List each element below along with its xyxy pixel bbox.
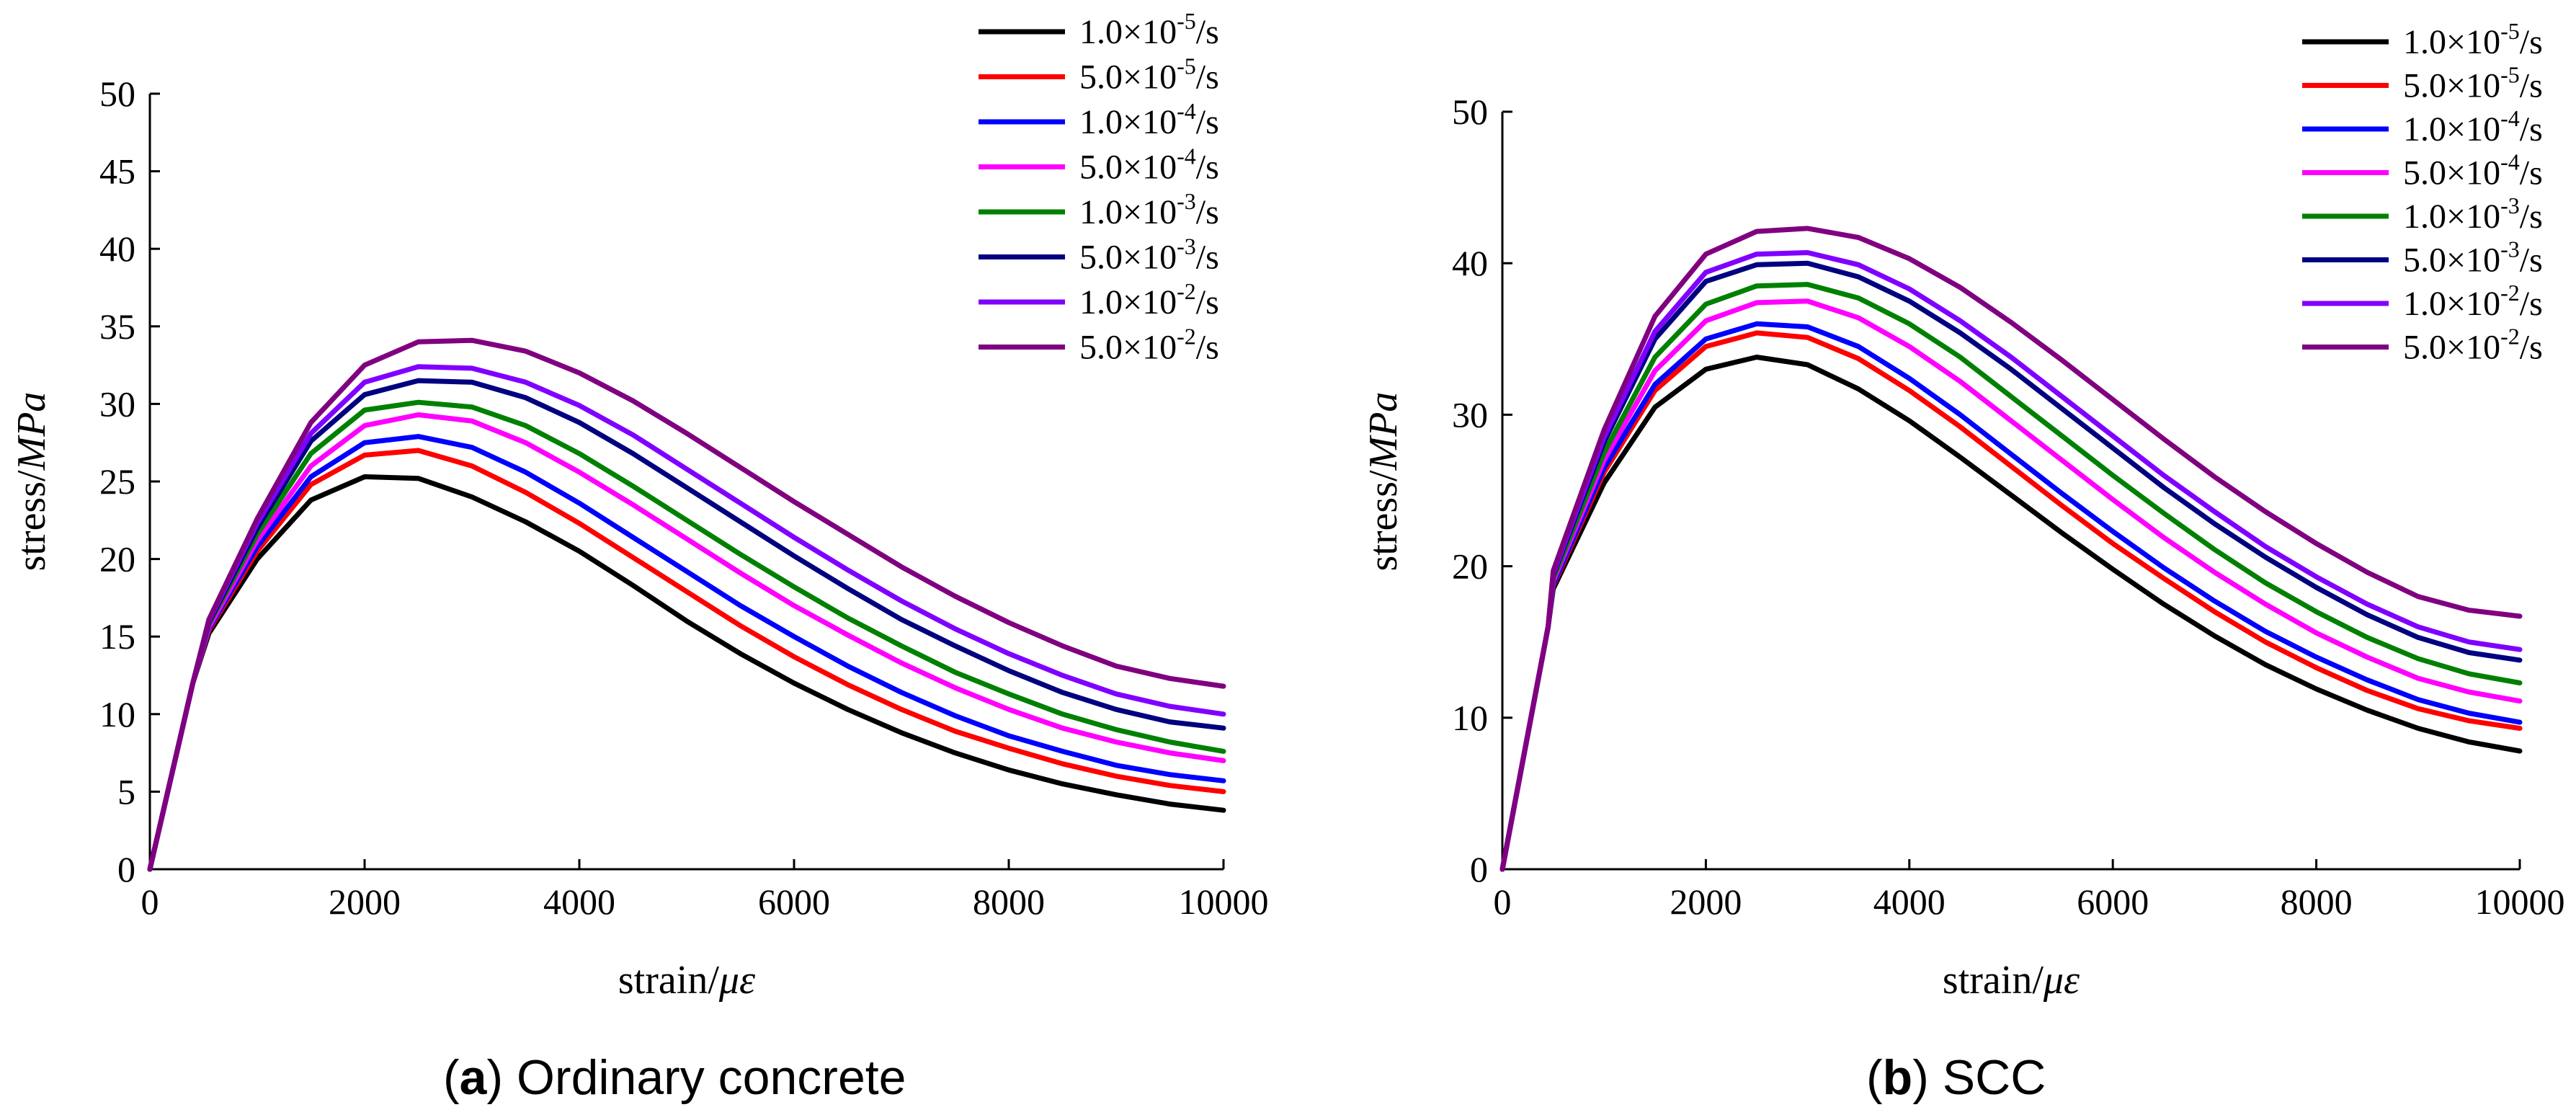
legend-entry: 1.0×10-5/s: [1079, 8, 1219, 51]
y-tick-label: 5: [117, 771, 135, 812]
legend-entry: 1.0×10-2/s: [2403, 280, 2543, 323]
x-tick-label: 4000: [543, 881, 615, 922]
legend-a: 1.0×10-5/s5.0×10-5/s1.0×10-4/s5.0×10-4/s…: [979, 8, 1219, 367]
y-tick-label: 50: [99, 74, 135, 114]
caption-a: (a) Ordinary concrete: [443, 1050, 906, 1105]
series-line-3: [147, 434, 1226, 872]
series-line-5: [1499, 282, 2523, 872]
x-tick-label: 8000: [2281, 881, 2353, 922]
legend-entry: 1.0×10-4/s: [2403, 105, 2543, 148]
legend-entry: 5.0×10-3/s: [1079, 234, 1219, 277]
x-tick-label: 6000: [758, 881, 830, 922]
caption-b: (b) SCC: [1866, 1050, 2046, 1105]
legend-entry: 5.0×10-2/s: [1079, 324, 1219, 367]
x-tick-label: 0: [141, 881, 159, 922]
x-axis-label: strain/με: [618, 958, 756, 1003]
legend-entry: 1.0×10-2/s: [1079, 278, 1219, 321]
series-line-6: [147, 378, 1226, 872]
y-tick-label: 10: [1452, 698, 1488, 738]
series-line-1: [147, 474, 1226, 872]
y-tick-label: 10: [99, 694, 135, 734]
x-tick-label: 8000: [973, 881, 1045, 922]
series-line-5: [147, 399, 1226, 872]
legend-entry: 5.0×10-2/s: [2403, 324, 2543, 367]
legend-entry: 1.0×10-5/s: [2403, 18, 2543, 61]
series-line-7: [1499, 250, 2523, 872]
series-line-2: [1499, 330, 2523, 872]
y-tick-label: 40: [99, 228, 135, 269]
series-line-7: [147, 364, 1226, 872]
y-axis-label: stress/MPa: [1361, 392, 1406, 572]
chart-panel-a: 0 2000 4000 6000 8000 10000 0 5 10 15 20 25 30 35 40 45…: [9, 8, 1269, 1003]
x-tick-label: 10000: [2475, 881, 2565, 922]
y-tick-label: 25: [99, 461, 135, 502]
legend-entry: 1.0×10-3/s: [2403, 192, 2543, 236]
x-tick-label: 2000: [329, 881, 401, 922]
x-axis-label: strain/με: [1943, 958, 2080, 1003]
series-line-2: [147, 448, 1226, 872]
series-line-4: [147, 412, 1226, 872]
x-tick-label: 4000: [1873, 881, 1946, 922]
legend-entry: 1.0×10-4/s: [1079, 98, 1219, 141]
series-line-8: [1499, 226, 2523, 872]
legend-entry: 1.0×10-3/s: [1079, 188, 1219, 231]
y-axis-label: stress/MPa: [9, 392, 54, 572]
series-line-4: [1499, 298, 2523, 872]
y-tick-label: 0: [1470, 849, 1488, 889]
legend-entry: 5.0×10-4/s: [1079, 143, 1219, 187]
chart-panel-b: 0 2000 4000 6000 8000 10000 0 10 20 30 40 50 strain/…: [1361, 18, 2565, 1003]
legend-entry: 5.0×10-5/s: [2403, 62, 2543, 105]
legend-entry: 5.0×10-4/s: [2403, 149, 2543, 192]
y-tick-label: 50: [1452, 92, 1488, 132]
legend-entry: 5.0×10-5/s: [1079, 53, 1219, 97]
y-tick-label: 0: [117, 849, 135, 889]
x-tick-label: 2000: [1670, 881, 1742, 922]
y-tick-label: 15: [99, 616, 135, 657]
series-line-1: [1499, 355, 2523, 872]
legend-b: 1.0×10-5/s5.0×10-5/s1.0×10-4/s5.0×10-4/s…: [2302, 18, 2543, 367]
series-line-8: [147, 337, 1226, 872]
x-tick-label: 10000: [1179, 881, 1269, 922]
y-tick-label: 45: [99, 151, 135, 192]
y-tick-label: 35: [99, 306, 135, 347]
y-tick-label: 20: [99, 539, 135, 579]
series-line-6: [1499, 260, 2523, 872]
y-tick-label: 40: [1452, 243, 1488, 283]
y-tick-label: 30: [99, 383, 135, 424]
legend-entry: 5.0×10-3/s: [2403, 236, 2543, 280]
y-tick-label: 30: [1452, 394, 1488, 435]
x-tick-label: 6000: [2077, 881, 2149, 922]
series-line-3: [1499, 321, 2523, 872]
y-tick-label: 20: [1452, 546, 1488, 587]
x-tick-label: 0: [1494, 881, 1512, 922]
